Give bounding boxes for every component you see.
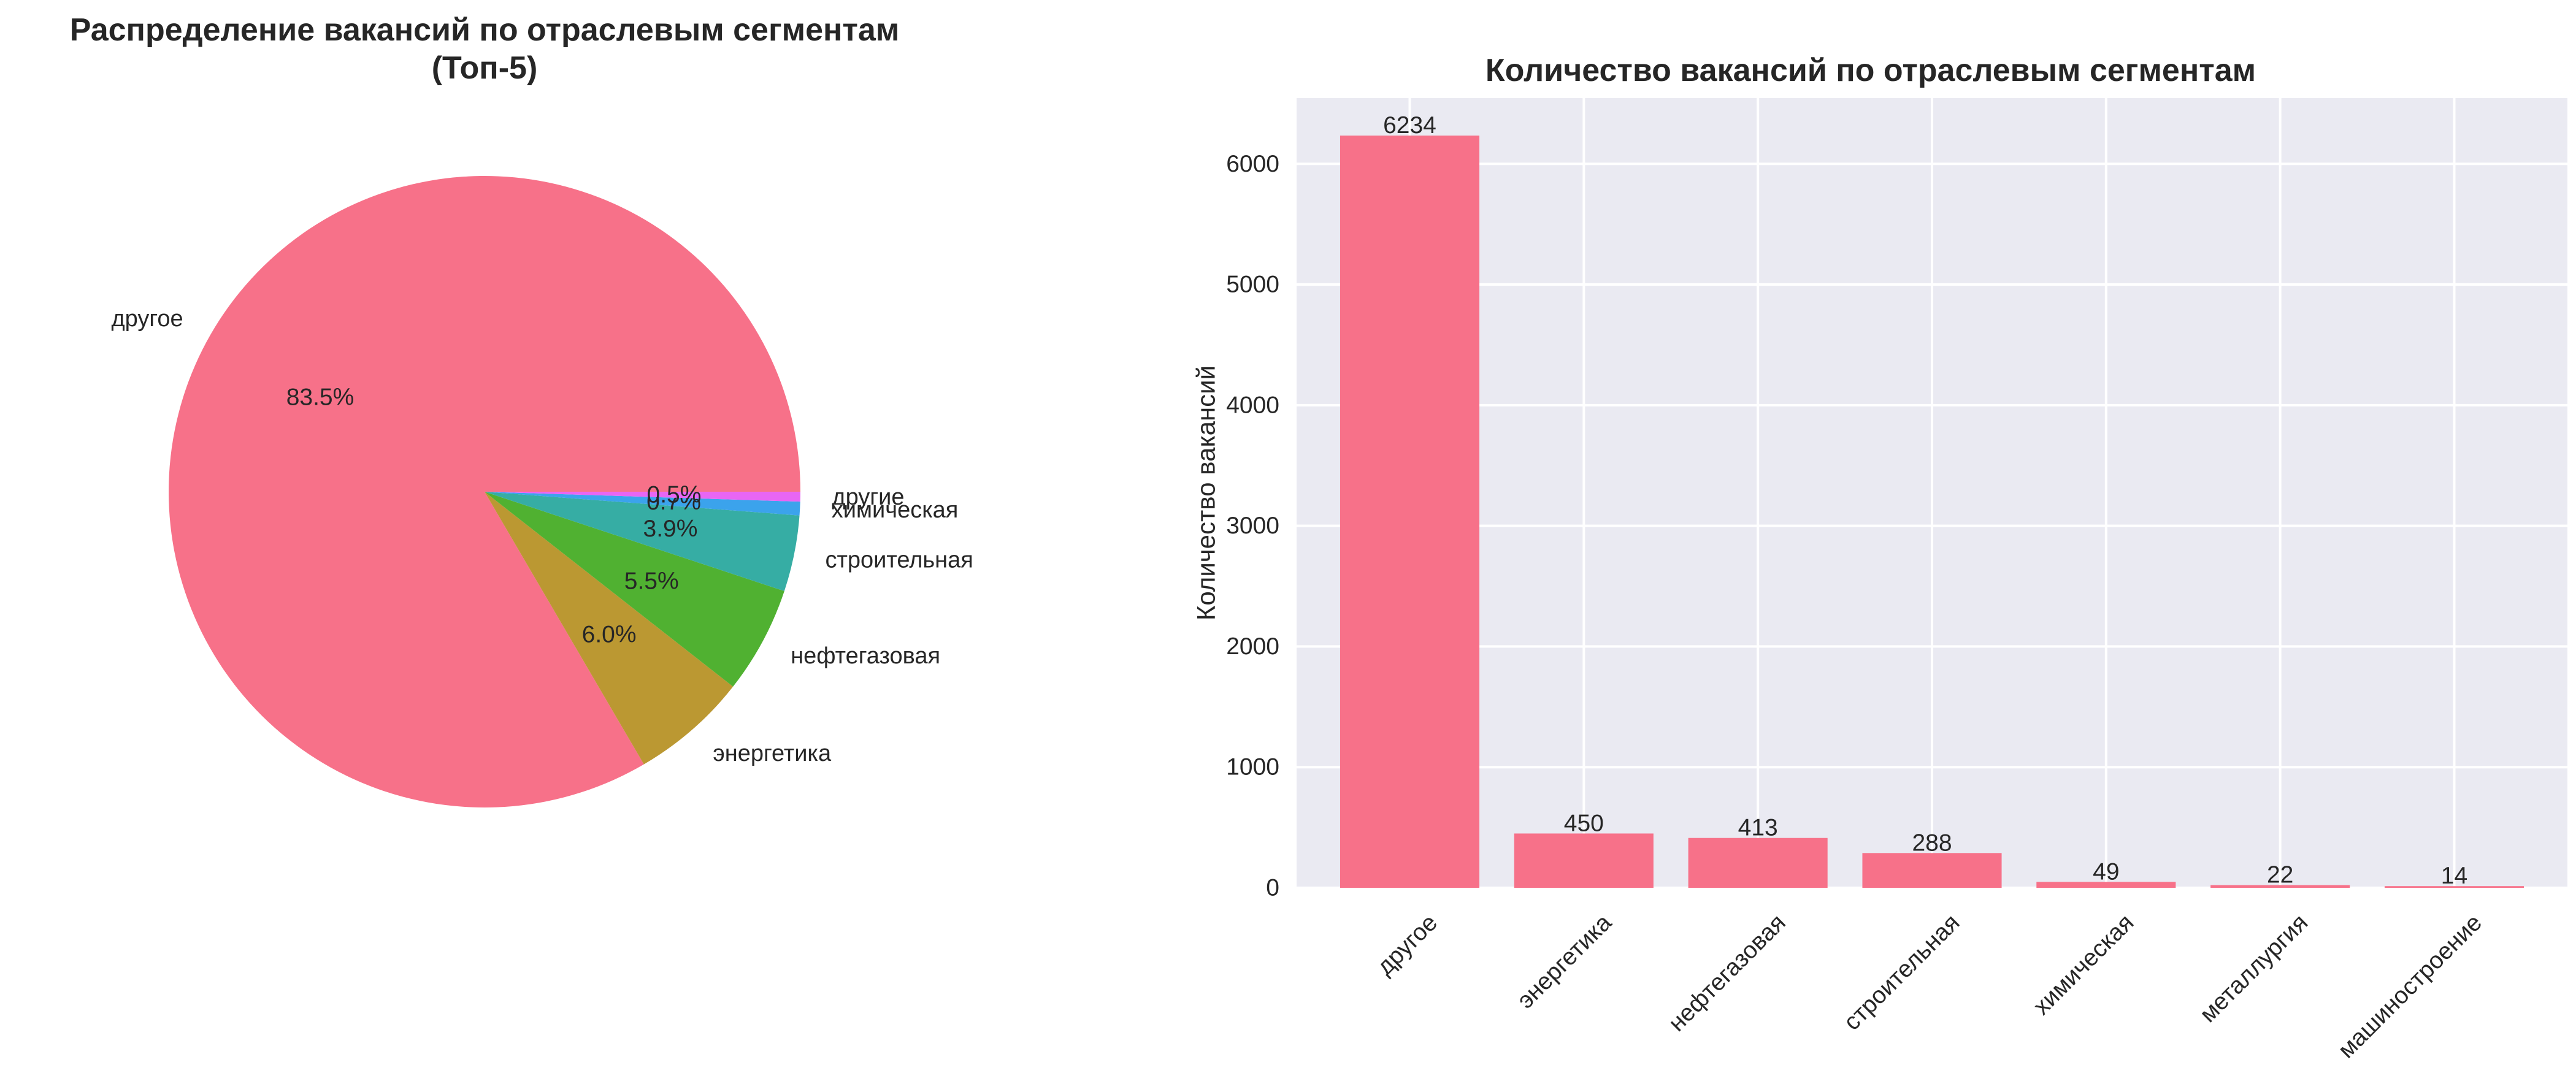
pie-category-label: химическая [832,497,959,523]
y-tick-label: 5000 [1226,272,1279,298]
pie-slice [485,492,784,687]
pie-title-line: Распределение вакансий по отраслевым сег… [69,12,900,48]
bar [2384,886,2524,888]
bar [1340,136,1480,888]
y-tick-label: 2000 [1226,633,1279,660]
bar [2210,885,2350,888]
x-tick-label: другое [1372,909,1443,980]
bar [1514,833,1654,888]
x-tick-label: строительная [1839,909,1965,1036]
bar-value-label: 14 [2441,863,2467,889]
pie-category-label: другие [832,484,904,510]
pie-slice [485,492,734,765]
pie-category-label: строительная [825,547,973,573]
bar-value-label: 22 [2267,862,2293,888]
x-tick-label: машиностроение [2333,909,2487,1063]
pie-category-label: нефтегазовая [791,643,940,669]
pie-percent-label: 83.5% [286,384,355,411]
bar-chart-panel: Количество вакансий по отраслевым сегмен… [1104,0,2576,1084]
pie-percent-label: 6.0% [582,621,637,647]
pie-percent-label: 3.9% [643,516,698,542]
y-axis-label: Количество вакансий [1192,365,1221,620]
bar-chart: 0 1000 2000 3000 4000 5000 6000 6234 другое 450 эн… [1192,98,2567,1063]
bar-value-label: 288 [1912,830,1952,856]
pie-slice [485,492,800,592]
x-tick-label: нефтегазовая [1663,909,1790,1036]
bar-value-label: 6234 [1383,112,1436,139]
y-tick-label: 0 [1266,875,1279,901]
y-tick-label: 6000 [1226,151,1279,177]
pie-percent-label: 0.5% [647,481,702,508]
pie-percent-label: 5.5% [624,568,679,595]
pie-slice [485,492,800,502]
bar-value-label: 49 [2093,858,2119,885]
pie-category-label: другое [111,306,183,332]
bar [1688,838,1828,888]
pie-chart-panel: Распределение вакансий по отраслевым сег… [0,0,981,1084]
pie-slice [485,492,800,516]
pie-subtitle-line: (Топ-5) [431,50,538,86]
x-tick-label: металлургия [2195,909,2313,1028]
pie-chart-title: Распределение вакансий по отраслевым сег… [0,11,969,87]
bar-chart-title: Количество вакансий по отраслевым сегмен… [1485,53,2256,88]
x-tick-label: энергетика [1512,909,1617,1014]
bar-value-label: 450 [1564,810,1604,836]
pie-chart: другое 83.5% энергетика 6.0% нефтегазовая 5.5… [111,176,973,808]
bar [2036,882,2176,888]
bar-value-label: 413 [1738,815,1778,841]
y-tick-label: 1000 [1226,754,1279,781]
pie-category-label: энергетика [713,741,832,766]
y-tick-label: 4000 [1226,392,1279,418]
y-tick-label: 3000 [1226,513,1279,539]
bar [1862,853,2002,888]
x-tick-label: химическая [2028,909,2139,1020]
